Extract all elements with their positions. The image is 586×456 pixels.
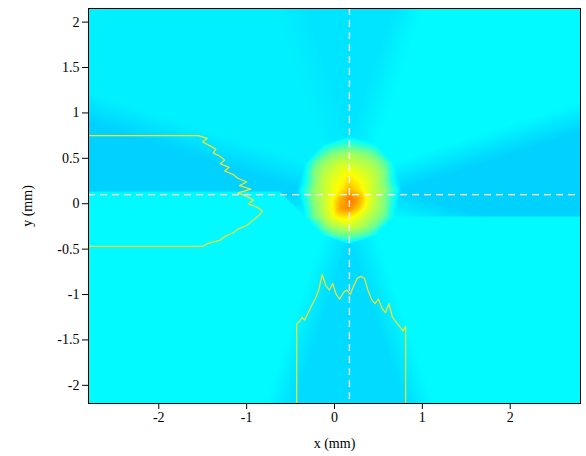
svg-text:2: 2 xyxy=(507,410,514,425)
svg-text:-1: -1 xyxy=(241,410,253,425)
svg-text:y (mm): y (mm) xyxy=(20,185,36,227)
svg-text:-0.5: -0.5 xyxy=(57,242,79,257)
svg-text:-2: -2 xyxy=(68,378,80,393)
svg-text:0.5: 0.5 xyxy=(62,151,80,166)
svg-text:1: 1 xyxy=(419,410,426,425)
svg-text:0: 0 xyxy=(331,410,338,425)
svg-text:x (mm): x (mm) xyxy=(314,436,356,452)
svg-text:0: 0 xyxy=(73,196,80,211)
svg-text:1.5: 1.5 xyxy=(62,60,80,75)
svg-text:-2: -2 xyxy=(153,410,165,425)
svg-text:-1.5: -1.5 xyxy=(57,332,79,347)
svg-text:2: 2 xyxy=(73,15,80,30)
svg-text:-1: -1 xyxy=(68,287,80,302)
svg-text:1: 1 xyxy=(73,105,80,120)
